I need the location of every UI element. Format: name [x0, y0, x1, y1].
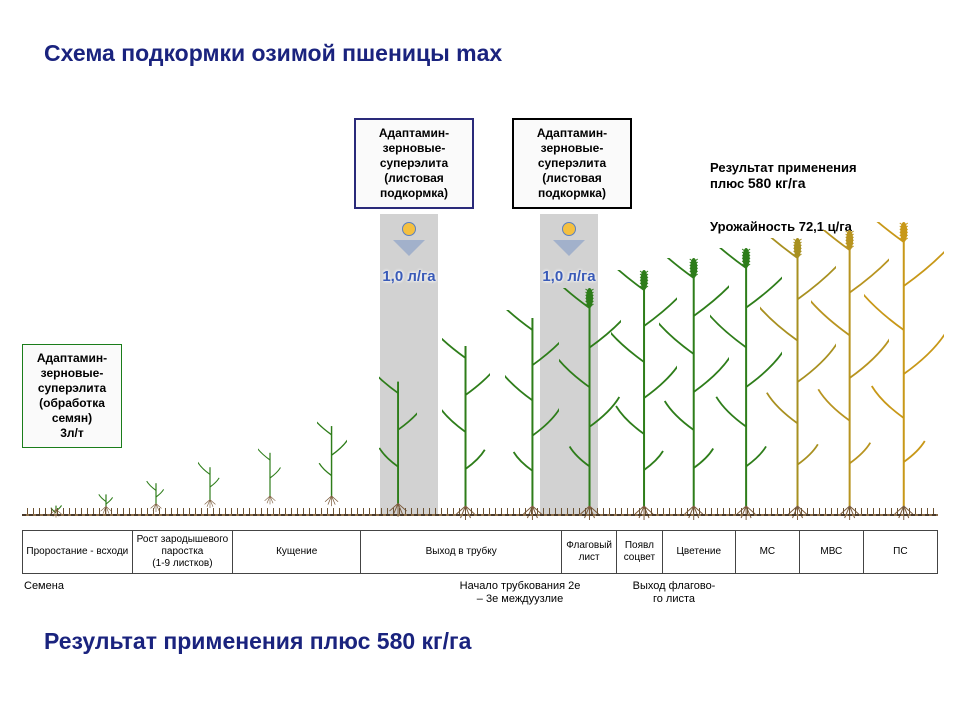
sublabel-tube: Начало трубкования 2е– 3е междуузлие [430, 580, 610, 606]
stage-cell: Кущение [233, 531, 361, 573]
result-text-1a: Результат применения [710, 160, 857, 175]
stage-cell: Цветение [663, 531, 736, 573]
stage-cell: Рост зародышевогопаростка(1-9 листков) [133, 531, 234, 573]
stages-table: Проростание - всходиРост зародышевогопар… [22, 530, 938, 574]
bottom-result: Результат применения плюс 580 кг/га [44, 628, 471, 655]
spray-cone-icon [553, 240, 585, 256]
stage-cell: Появлсоцвет [617, 531, 663, 573]
sublabel-seed: Семена [24, 580, 64, 593]
stage-cell: Флаговыйлист [562, 531, 617, 573]
nozzle-icon [562, 222, 576, 236]
stage-cell: Проростание - всходи [23, 531, 133, 573]
stage-cell: ПС [864, 531, 937, 573]
result-text-1b: плюс [710, 176, 748, 191]
stage-cell: Выход в трубку [361, 531, 562, 573]
dose-2: 1,0 л/га [542, 268, 595, 285]
page-title: Схема подкормки озимой пшеницы max [44, 40, 502, 67]
callout-spray-1: Адаптамин-зерновые-суперэлита(листоваяпо… [354, 118, 474, 209]
callout-seed-treatment: Адаптамин-зерновые-суперэлита(обработкас… [22, 344, 122, 448]
stage-cell: МВС [800, 531, 864, 573]
spray-cone-icon [393, 240, 425, 256]
result-value: 580 кг/га [748, 175, 806, 191]
nozzle-icon [402, 222, 416, 236]
dose-1: 1,0 л/га [382, 268, 435, 285]
soil-line [22, 514, 938, 516]
callout-spray-2: Адаптамин-зерновые-суперэлита(листоваяпо… [512, 118, 632, 209]
sublabel-flag: Выход флагово-го листа [614, 580, 734, 606]
stage-cell: МС [736, 531, 800, 573]
